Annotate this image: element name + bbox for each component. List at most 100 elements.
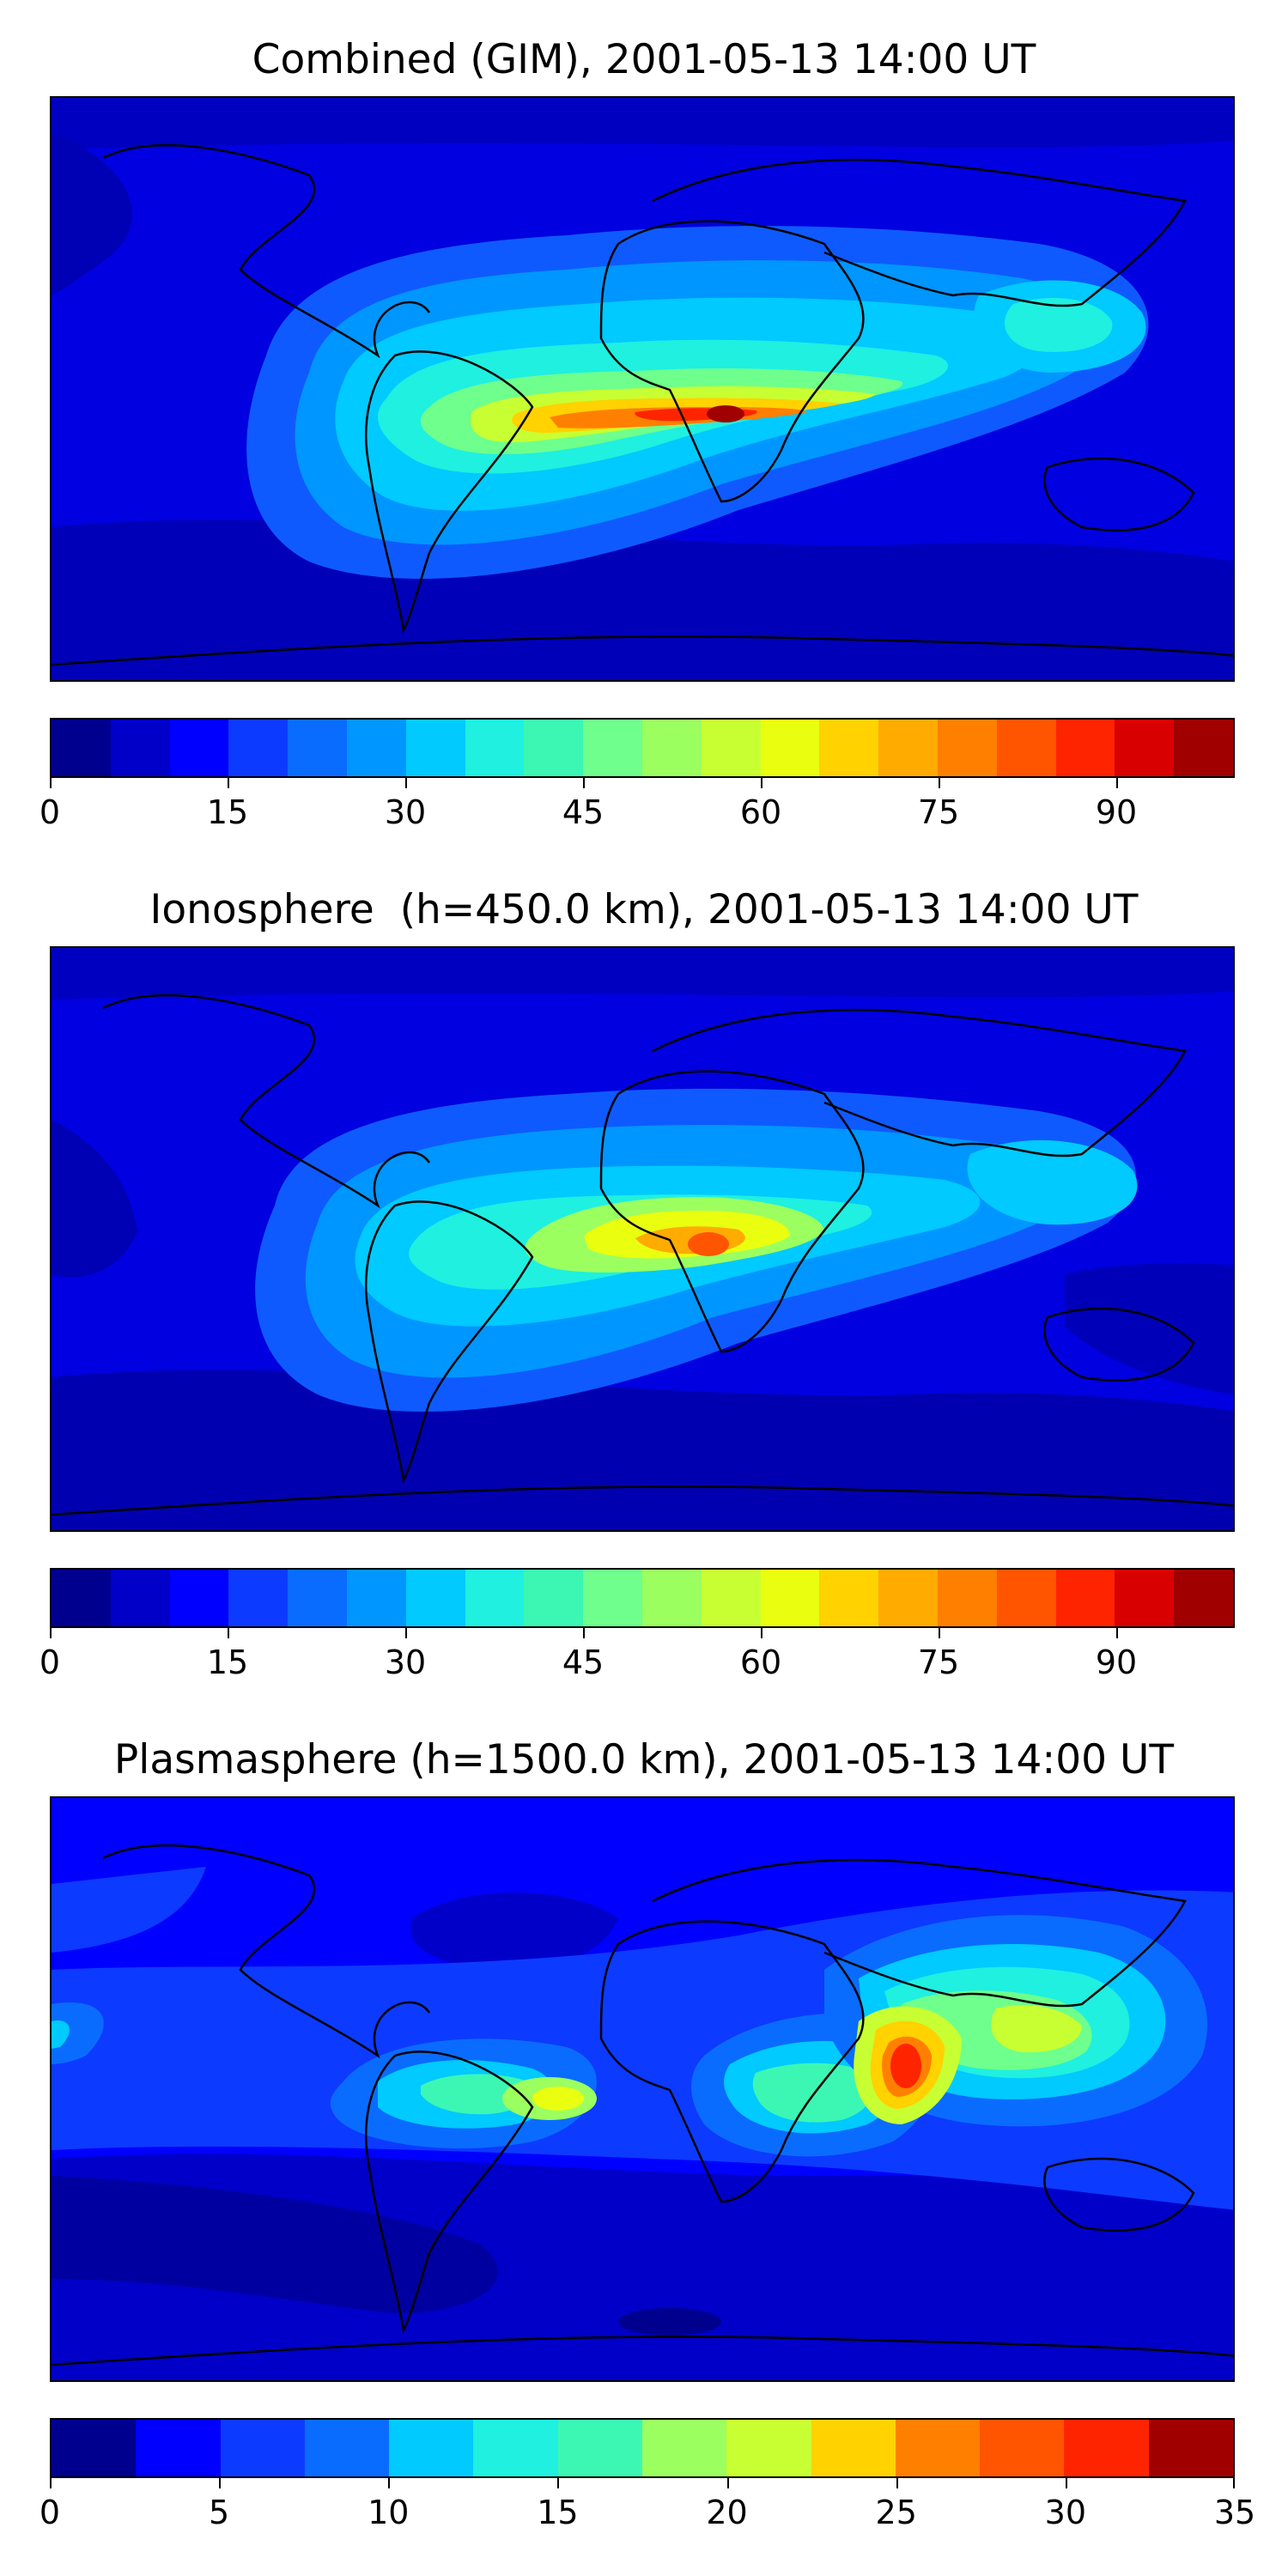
colorbar-swatch <box>465 720 525 776</box>
colorbar-tick-label: 90 <box>1095 1643 1138 1681</box>
colorbar-swatch <box>641 2420 727 2476</box>
colorbar-swatch <box>169 720 229 776</box>
colorbar-swatch <box>52 720 111 776</box>
colorbar-tick <box>583 1628 585 1638</box>
colorbar-swatch <box>557 2420 642 2476</box>
colorbar-swatch <box>760 720 820 776</box>
colorbar-tick-label: 10 <box>368 2494 410 2531</box>
colorbar-tick <box>1116 1628 1118 1638</box>
colorbar-tick-label: 15 <box>206 1643 249 1681</box>
colorbar-swatch <box>52 1570 111 1626</box>
colorbar-swatch <box>473 2420 558 2476</box>
colorbar-tick-label: 90 <box>1095 793 1138 831</box>
panel-title-plasmasphere: Plasmasphere (h=1500.0 km), 2001-05-13 1… <box>113 1736 1175 1783</box>
colorbar-swatch <box>878 720 938 776</box>
colorbar-tick-label: 15 <box>206 793 249 831</box>
map-plasmasphere-svg <box>52 1798 1233 2380</box>
colorbar-swatch <box>583 720 642 776</box>
colorbar-swatch <box>1055 720 1115 776</box>
colorbar-tick-label: 0 <box>39 2494 61 2531</box>
colorbar-tick-label: 60 <box>739 1643 782 1681</box>
colorbar-swatch <box>110 1570 170 1626</box>
colorbar-swatch <box>641 1570 702 1626</box>
colorbar-tick <box>405 1628 407 1638</box>
colorbar-swatch <box>136 2420 221 2476</box>
colorbar-swatch <box>819 1570 879 1626</box>
colorbar-swatch <box>169 1570 229 1626</box>
panel-title-combined: Combined (GIM), 2001-05-13 14:00 UT <box>252 36 1036 83</box>
colorbar-swatch <box>465 1570 525 1626</box>
colorbar-swatch <box>405 1570 465 1626</box>
colorbar-ticks-combined: 0 15 30 45 60 75 90 <box>39 778 1235 831</box>
colorbar-tick <box>1116 778 1118 788</box>
colorbar-swatch <box>937 720 997 776</box>
colorbar-swatch <box>288 720 347 776</box>
colorbar-tick-label: 60 <box>739 793 782 831</box>
colorbar-swatch <box>228 720 289 776</box>
colorbar-swatch <box>1115 1570 1175 1626</box>
colorbar-swatch <box>110 720 170 776</box>
colorbar-swatch <box>1148 2420 1233 2476</box>
colorbar-ticks-plasmasphere: 0 5 10 15 20 25 30 35 <box>39 2478 1255 2531</box>
map-ionosphere-svg <box>52 948 1233 1530</box>
colorbar-swatch <box>937 1570 997 1626</box>
colorbar-swatch <box>228 1570 289 1626</box>
colorbar-swatch <box>1055 1570 1115 1626</box>
colorbar-tick <box>50 1628 52 1638</box>
colorbar-tick <box>1233 2478 1235 2488</box>
colorbar-tick <box>228 778 229 788</box>
colorbar-tick <box>219 2478 222 2488</box>
colorbar-swatch <box>701 720 761 776</box>
colorbar-tick-label: 30 <box>384 1643 427 1681</box>
colorbar-swatch <box>895 2420 981 2476</box>
colorbar-swatch <box>1174 720 1233 776</box>
colorbar-tick-label: 75 <box>917 793 960 831</box>
colorbar-tick <box>50 2478 52 2488</box>
colorbar-swatch <box>405 720 465 776</box>
colorbar-swatch <box>996 720 1056 776</box>
colorbar-swatch <box>811 2420 896 2476</box>
colorbar-swatch <box>760 1570 820 1626</box>
panel-title-ionosphere: Ionosphere (h=450.0 km), 2001-05-13 14:0… <box>149 886 1139 933</box>
colorbar-tick-label: 30 <box>384 793 427 831</box>
colorbar-combined <box>50 718 1235 778</box>
colorbar-tick-label: 15 <box>537 2494 579 2531</box>
colorbar-swatch <box>304 2420 390 2476</box>
colorbar-tick <box>896 2478 898 2488</box>
colorbar-ionosphere <box>50 1568 1235 1628</box>
colorbar-swatch <box>583 1570 642 1626</box>
colorbar-tick-label: 45 <box>562 1643 605 1681</box>
colorbar-tick <box>761 1628 762 1638</box>
colorbar-tick-label: 20 <box>706 2494 748 2531</box>
colorbar-swatch <box>389 2420 474 2476</box>
colorbar-swatch <box>980 2420 1065 2476</box>
colorbar-swatch <box>819 720 879 776</box>
colorbar-swatch <box>996 1570 1056 1626</box>
colorbar-tick-label: 30 <box>1044 2494 1087 2531</box>
colorbar-swatch <box>1064 2420 1149 2476</box>
colorbar-tick <box>761 778 762 788</box>
colorbar-tick <box>557 2478 560 2488</box>
colorbar-swatch <box>346 1570 406 1626</box>
map-plasmasphere <box>50 1796 1235 2382</box>
colorbar-tick <box>583 778 585 788</box>
colorbar-tick-label: 0 <box>39 1643 61 1681</box>
colorbar-swatch <box>524 720 584 776</box>
colorbar-swatch <box>220 2420 305 2476</box>
colorbar-swatch <box>524 1570 584 1626</box>
colorbar-swatch <box>52 2420 137 2476</box>
map-combined-svg <box>52 98 1233 680</box>
colorbar-tick <box>50 778 52 788</box>
colorbar-swatch <box>701 1570 761 1626</box>
map-combined <box>50 96 1235 682</box>
colorbar-swatch <box>641 720 702 776</box>
colorbar-tick-label: 45 <box>562 793 605 831</box>
colorbar-tick-label: 5 <box>209 2494 230 2531</box>
colorbar-tick <box>388 2478 391 2488</box>
colorbar-swatch <box>1115 720 1175 776</box>
colorbar-swatch <box>346 720 406 776</box>
colorbar-plasmasphere <box>50 2418 1235 2478</box>
colorbar-tick <box>726 2478 729 2488</box>
colorbar-swatch <box>1174 1570 1233 1626</box>
colorbar-tick <box>939 1628 940 1638</box>
